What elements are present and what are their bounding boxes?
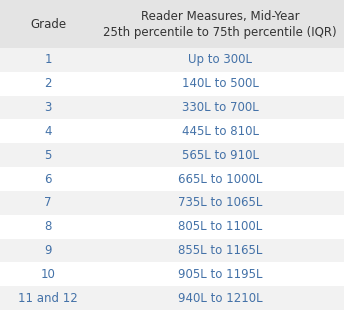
Bar [0, 143, 344, 167]
Text: 2: 2 [44, 77, 52, 90]
Text: Reader Measures, Mid-Year
25th percentile to 75th percentile (IQR): Reader Measures, Mid-Year 25th percentil… [103, 10, 337, 38]
Bar [0, 215, 344, 239]
Bar [0, 96, 344, 119]
Text: 1: 1 [44, 53, 52, 66]
Bar [0, 72, 344, 96]
Text: 855L to 1165L: 855L to 1165L [178, 244, 262, 257]
Bar [0, 119, 344, 143]
Text: 735L to 1065L: 735L to 1065L [178, 196, 262, 209]
Text: Up to 300L: Up to 300L [188, 53, 252, 66]
Text: 140L to 500L: 140L to 500L [182, 77, 259, 90]
Text: 4: 4 [44, 125, 52, 138]
Text: 565L to 910L: 565L to 910L [182, 149, 259, 162]
Text: 5: 5 [44, 149, 52, 162]
Bar [0, 167, 344, 191]
Text: 3: 3 [44, 101, 52, 114]
Text: 11 and 12: 11 and 12 [18, 292, 78, 305]
Text: 940L to 1210L: 940L to 1210L [178, 292, 262, 305]
Bar [0, 239, 344, 262]
Bar [0, 286, 344, 310]
Bar [0, 262, 344, 286]
Text: 805L to 1100L: 805L to 1100L [178, 220, 262, 233]
Bar [0, 0, 344, 48]
Text: Grade: Grade [30, 18, 66, 30]
Text: 7: 7 [44, 196, 52, 209]
Text: 6: 6 [44, 173, 52, 185]
Text: 8: 8 [44, 220, 52, 233]
Text: 445L to 810L: 445L to 810L [182, 125, 259, 138]
Text: 665L to 1000L: 665L to 1000L [178, 173, 262, 185]
Text: 905L to 1195L: 905L to 1195L [178, 268, 262, 281]
Text: 9: 9 [44, 244, 52, 257]
Bar [0, 48, 344, 72]
Bar [0, 191, 344, 215]
Text: 10: 10 [41, 268, 56, 281]
Text: 330L to 700L: 330L to 700L [182, 101, 259, 114]
